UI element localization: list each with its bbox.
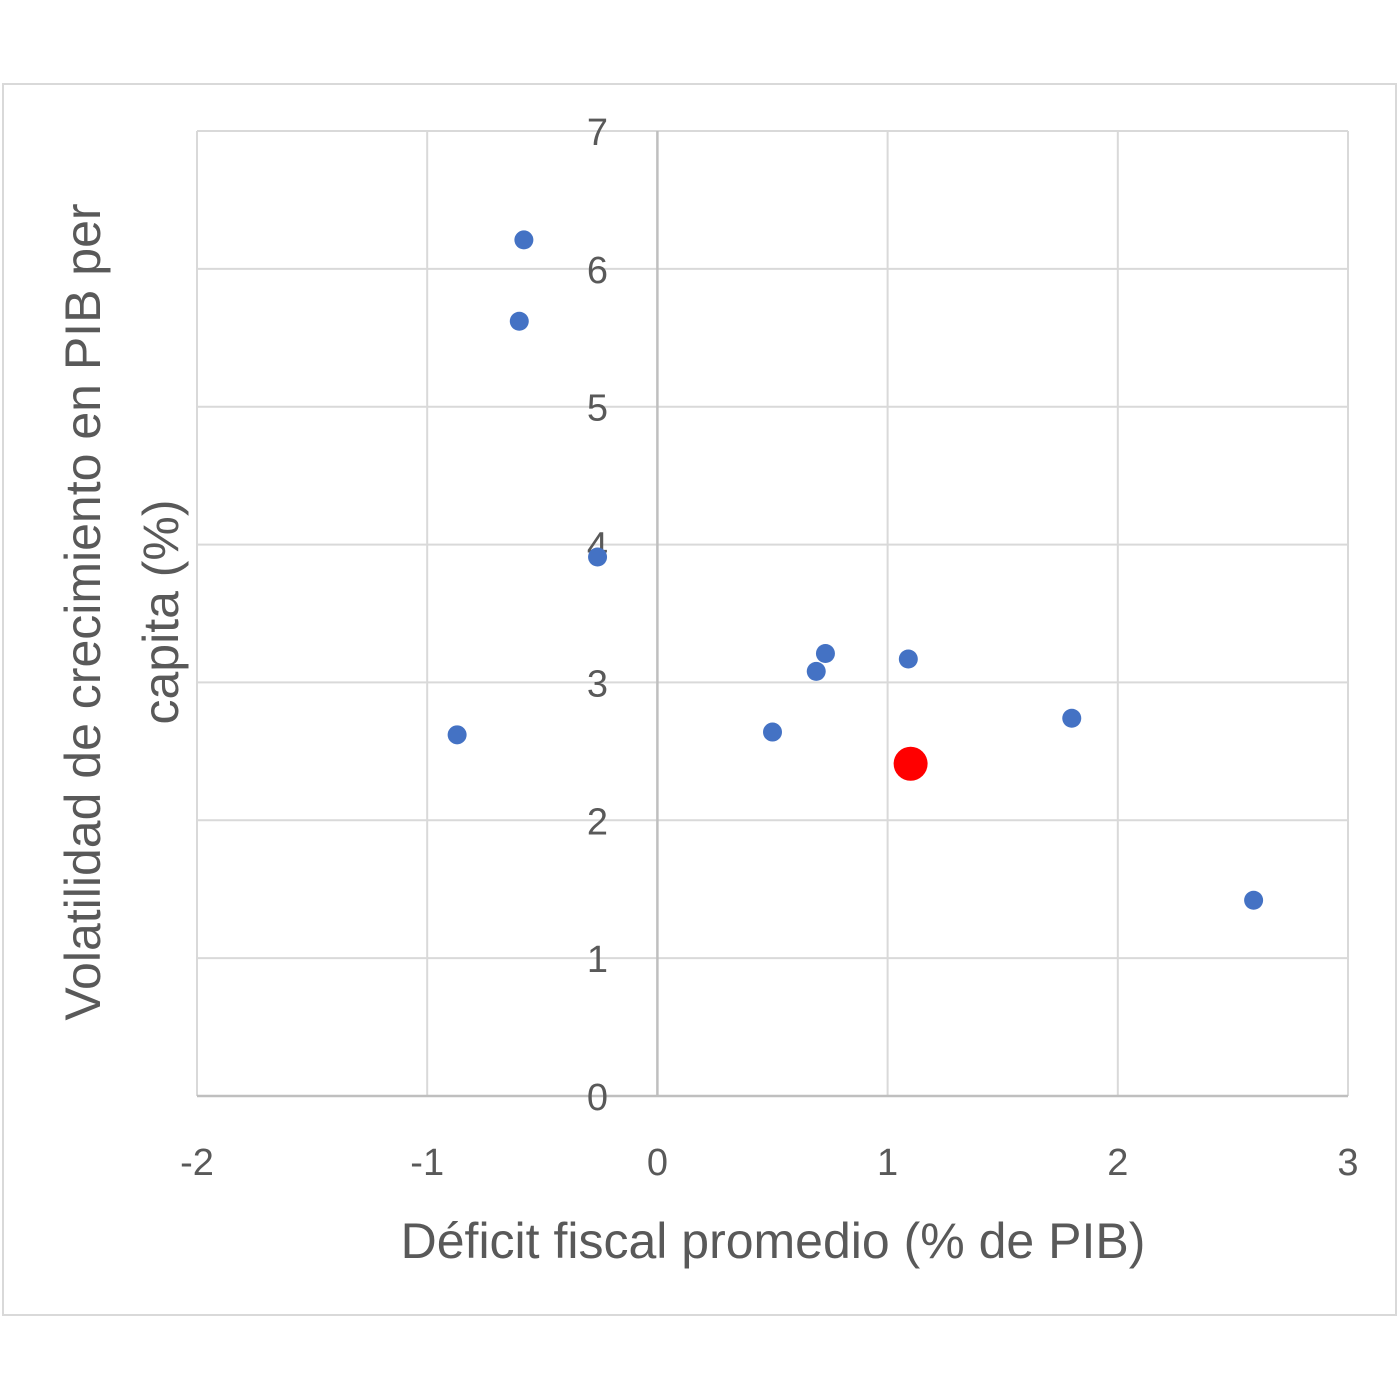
data-point (1244, 890, 1264, 910)
grid-lines (196, 130, 1349, 1096)
data-point (588, 547, 608, 567)
data-points (447, 230, 1264, 910)
data-point (815, 643, 835, 663)
y-tick-label: 7 (587, 112, 608, 154)
y-axis-title-line-2: capita (%) (133, 499, 189, 724)
y-tick-label: 2 (587, 801, 608, 843)
data-point (763, 722, 782, 742)
axes (197, 131, 1348, 1098)
data-point (514, 230, 534, 250)
data-point (898, 649, 918, 669)
y-tick-label: 5 (587, 388, 608, 430)
data-point (509, 311, 529, 331)
data-point (806, 661, 826, 681)
x-axis-title: Déficit fiscal promedio (% de PIB) (401, 1213, 1146, 1269)
x-tick-label: 2 (1107, 1142, 1128, 1184)
chart-frame (2, 83, 1397, 1316)
y-tick-label: 3 (587, 663, 608, 705)
y-axis-title-line-1: Volatilidad de crecimiento en PIB per (55, 203, 111, 1020)
data-point (1062, 708, 1082, 728)
x-tick-label: 1 (877, 1142, 898, 1184)
data-point (447, 725, 467, 745)
y-tick-label: 1 (587, 939, 608, 981)
x-tick-label: -1 (410, 1142, 444, 1184)
highlight-point (893, 746, 928, 781)
x-tick-label: 0 (647, 1142, 668, 1184)
y-tick-label: 0 (587, 1077, 608, 1119)
x-tick-label: 3 (1337, 1142, 1358, 1184)
y-tick-label: 6 (587, 250, 608, 292)
x-tick-label: -2 (180, 1142, 214, 1184)
